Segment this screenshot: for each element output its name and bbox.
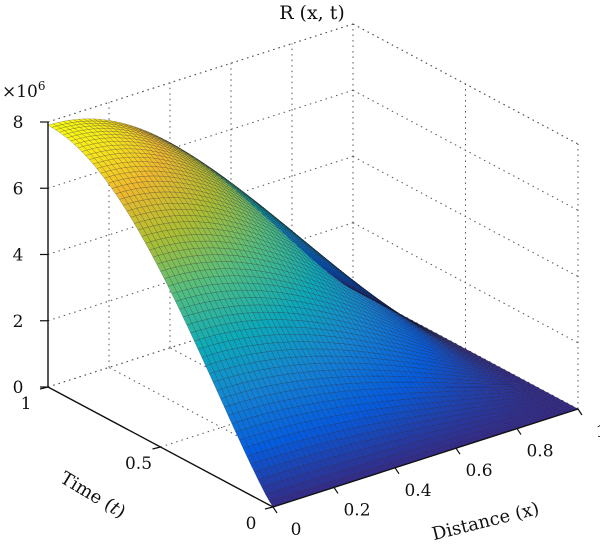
x-tick: [333, 487, 339, 494]
z-exponent: 6: [38, 79, 46, 93]
z-tick-label: 8: [13, 113, 24, 133]
x-tick-label: 0.8: [526, 442, 553, 462]
x-tick-label: 0.2: [343, 500, 370, 520]
y-tick-label: 0: [246, 514, 257, 534]
surface-patch: [47, 123, 58, 128]
x-tick: [516, 428, 522, 435]
z-multiplier: ×106: [2, 79, 46, 102]
x-axis-line: [272, 408, 579, 508]
x-tick-label: 0: [291, 520, 302, 540]
chart-title: R (x, t): [279, 2, 345, 24]
y-tick: [264, 506, 274, 510]
grid-line: [352, 23, 579, 145]
z-tick-label: 2: [13, 312, 24, 332]
x-tick-label: 1: [596, 422, 600, 442]
x-tick: [455, 447, 461, 455]
grid-line: [108, 366, 335, 488]
y-tick: [152, 446, 161, 450]
z-tick-label: 0: [13, 378, 24, 398]
surface-mesh: [47, 118, 579, 508]
y-axis-label: Time (t): [56, 468, 129, 523]
y-tick-label: 0.5: [125, 454, 152, 474]
z-tick-label: 4: [13, 246, 24, 266]
x-tick: [272, 506, 278, 514]
x-axis-label: Distance (x): [430, 498, 541, 545]
z-tick-label: 6: [13, 179, 24, 199]
x-tick-label: 0.6: [465, 461, 492, 481]
y-tick-label: 1: [21, 394, 32, 414]
x-tick-label: 0.4: [404, 481, 431, 501]
grid-line: [47, 89, 354, 189]
x-tick: [394, 467, 400, 475]
x-tick: [577, 408, 583, 416]
grid-line: [47, 23, 354, 123]
